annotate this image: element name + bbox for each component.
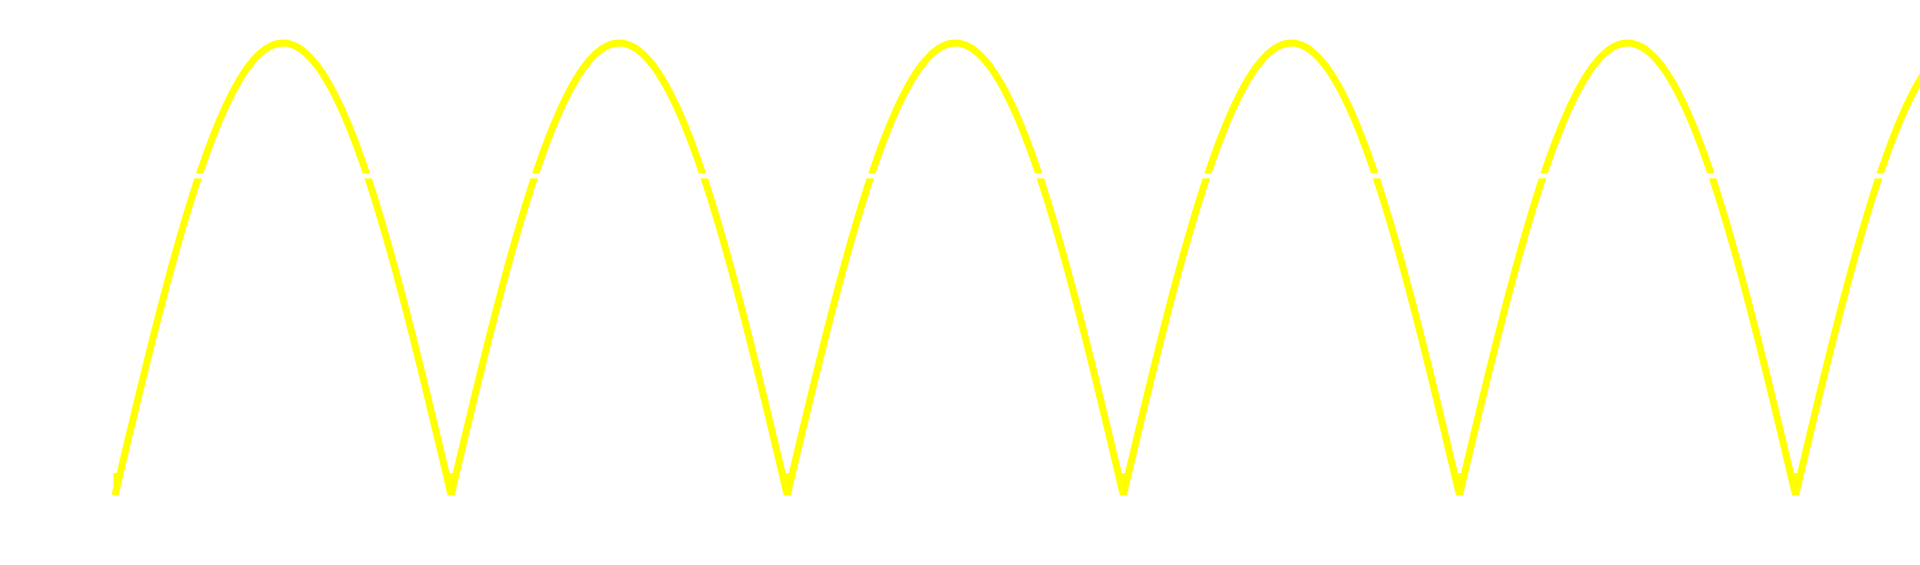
series-0-hump-2 <box>783 39 1127 496</box>
series-0-hump-1 <box>447 39 791 496</box>
series-0-hump-3 <box>1119 39 1463 496</box>
series-0-hump-4 <box>1456 39 1799 496</box>
series-0-hump-0 <box>111 39 455 496</box>
series-0-hump-5 <box>1792 73 1920 496</box>
gap-band <box>0 173 1920 179</box>
